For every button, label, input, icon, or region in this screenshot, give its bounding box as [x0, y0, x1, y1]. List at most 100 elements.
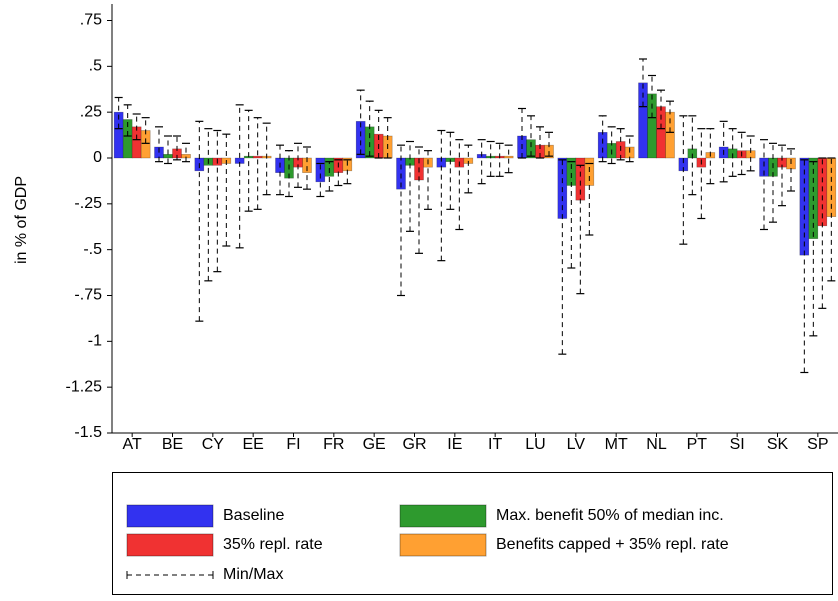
error-bar: [155, 126, 163, 163]
error-bar: [598, 115, 607, 163]
x-tick-label: NL: [646, 436, 667, 453]
error-bar: [639, 58, 647, 108]
y-tick-label: .25: [80, 103, 102, 120]
y-tick-label: -.5: [83, 241, 102, 258]
x-tick-label: SK: [767, 436, 789, 453]
x-tick-label: FR: [323, 436, 344, 453]
error-bar: [262, 122, 271, 196]
error-bar: [666, 100, 674, 133]
bar: [252, 155, 263, 159]
bar: [324, 157, 335, 177]
error-bar: [406, 140, 414, 232]
error-bar: [141, 117, 150, 144]
error-bar: [213, 129, 222, 273]
error-bar: [446, 131, 455, 210]
y-tick-label: -1.25: [66, 378, 103, 395]
error-bar: [365, 100, 374, 157]
error-bar: [585, 162, 594, 236]
bar: [656, 106, 666, 159]
x-tick-label: MT: [605, 436, 628, 453]
legend-swatch: [399, 533, 487, 557]
x-tick-label: IE: [447, 436, 462, 453]
error-bar: [545, 131, 553, 157]
x-tick-label: EE: [242, 436, 263, 453]
error-bar: [383, 117, 392, 159]
error-bar: [809, 161, 818, 337]
x-tick-label: SP: [807, 436, 828, 453]
y-tick-label: -.75: [74, 287, 102, 304]
legend-label: Max. benefit 50% of median inc.: [496, 507, 724, 524]
error-bar: [132, 113, 141, 141]
error-bar: [558, 159, 567, 355]
legend-label: 35% repl. rate: [223, 536, 323, 553]
error-bar: [495, 142, 504, 177]
error-bar: [616, 128, 625, 161]
error-bar: [303, 146, 311, 190]
legend-swatch: [399, 504, 487, 528]
error-bar: [688, 115, 697, 196]
bar: [647, 93, 657, 159]
error-bar: [182, 142, 190, 163]
error-bar: [455, 139, 464, 231]
error-bar: [504, 144, 513, 174]
error-bar: [195, 120, 204, 322]
error-bar: [253, 117, 262, 210]
error-bar: [477, 139, 486, 185]
error-bar: [760, 139, 768, 231]
error-bar: [746, 135, 755, 172]
error-bar: [437, 129, 446, 262]
error-bar: [356, 89, 365, 155]
error-bar: [464, 144, 473, 194]
error-bar: [294, 142, 302, 188]
legend-box: [112, 472, 833, 595]
error-bar: [567, 161, 576, 269]
error-bar: [276, 144, 284, 196]
bar: [131, 126, 142, 159]
x-tick-label: GE: [363, 436, 386, 453]
error-bar: [114, 96, 123, 130]
x-tick-label: GR: [403, 436, 427, 453]
y-axis-label: in % of GDP: [13, 176, 30, 264]
y-tick-label: -1: [88, 333, 102, 350]
bar: [122, 119, 133, 159]
error-bar: [424, 150, 432, 210]
x-tick-label: PT: [687, 436, 708, 453]
error-bar: [728, 128, 737, 177]
bar: [140, 130, 151, 159]
error-bar: [706, 128, 715, 185]
error-bar: [486, 140, 495, 177]
error-bar: [235, 104, 244, 249]
error-bar: [518, 107, 526, 159]
error-bar: [397, 144, 405, 297]
x-tick-label: IT: [488, 436, 502, 453]
x-tick-label: BE: [162, 436, 183, 453]
error-bar: [827, 157, 836, 282]
error-bar: [818, 157, 827, 309]
error-bar: [123, 104, 132, 137]
error-bar: [527, 115, 535, 157]
error-bar: [625, 135, 634, 163]
error-bar: [374, 109, 383, 159]
error-bar: [800, 159, 809, 374]
y-tick-label: -1.5: [74, 424, 102, 441]
legend-label: Benefits capped + 35% repl. rate: [496, 536, 729, 553]
y-tick-label: 0: [93, 149, 102, 166]
error-bar: [173, 135, 181, 161]
y-tick-label: .5: [89, 58, 102, 75]
error-bar: [657, 89, 665, 130]
x-tick-label: AT: [123, 436, 142, 453]
error-bar: [164, 135, 172, 165]
y-tick-label: .75: [80, 12, 102, 29]
error-bar: [607, 126, 616, 165]
error-bar: [334, 159, 343, 187]
bar: [163, 154, 173, 159]
x-tick-label: SI: [730, 436, 745, 453]
legend-label: Min/Max: [223, 566, 283, 583]
x-tick-label: CY: [202, 436, 225, 453]
error-bar: [787, 148, 795, 192]
x-tick-label: FI: [286, 436, 300, 453]
x-tick-label: LV: [567, 436, 586, 453]
error-bar: [719, 120, 728, 183]
error-bar: [737, 131, 746, 176]
